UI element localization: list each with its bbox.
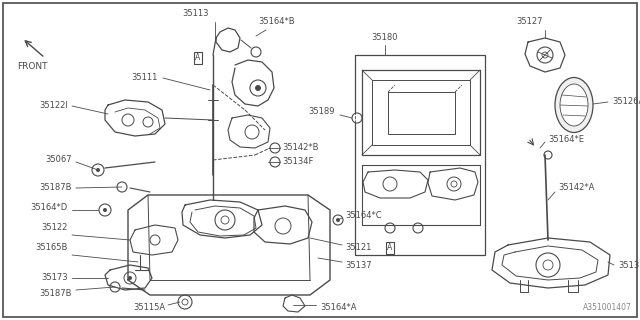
Text: 35164*C: 35164*C xyxy=(345,211,381,220)
Text: 35187B: 35187B xyxy=(40,290,72,299)
Text: A: A xyxy=(387,244,392,252)
Circle shape xyxy=(544,151,552,159)
Text: 35127: 35127 xyxy=(516,18,543,27)
Circle shape xyxy=(99,204,111,216)
Text: FRONT: FRONT xyxy=(17,62,47,71)
Text: 35111: 35111 xyxy=(132,74,158,83)
Circle shape xyxy=(383,177,397,191)
Circle shape xyxy=(255,85,261,91)
Circle shape xyxy=(124,272,136,284)
Circle shape xyxy=(385,223,395,233)
Circle shape xyxy=(178,295,192,309)
Circle shape xyxy=(182,299,188,305)
Text: 35122: 35122 xyxy=(42,223,68,233)
Circle shape xyxy=(128,276,132,280)
Text: 35121: 35121 xyxy=(345,244,371,252)
Circle shape xyxy=(103,208,107,212)
Circle shape xyxy=(143,117,153,127)
Circle shape xyxy=(275,218,291,234)
Text: 35115A: 35115A xyxy=(133,303,165,313)
Text: 35134F: 35134F xyxy=(282,157,314,166)
Circle shape xyxy=(542,52,548,58)
Text: 35133: 35133 xyxy=(618,260,640,269)
Circle shape xyxy=(270,143,280,153)
Text: 35164*D: 35164*D xyxy=(31,204,68,212)
Circle shape xyxy=(250,80,266,96)
Circle shape xyxy=(413,223,423,233)
Ellipse shape xyxy=(555,77,593,132)
Text: 35173: 35173 xyxy=(42,274,68,283)
Circle shape xyxy=(92,164,104,176)
Text: 35189: 35189 xyxy=(308,108,335,116)
Ellipse shape xyxy=(560,84,588,126)
Circle shape xyxy=(117,182,127,192)
Circle shape xyxy=(536,253,560,277)
Circle shape xyxy=(245,125,259,139)
Text: A351001407: A351001407 xyxy=(583,303,632,312)
Text: 35142*B: 35142*B xyxy=(282,143,319,153)
Text: A: A xyxy=(195,53,200,62)
Text: 35180: 35180 xyxy=(372,34,398,43)
Text: 35165B: 35165B xyxy=(36,244,68,252)
Circle shape xyxy=(251,47,261,57)
Circle shape xyxy=(451,181,457,187)
Text: 35113: 35113 xyxy=(183,10,209,19)
Text: 35164*A: 35164*A xyxy=(320,303,356,313)
Circle shape xyxy=(543,260,553,270)
Circle shape xyxy=(221,216,229,224)
Text: 35187B: 35187B xyxy=(40,183,72,193)
Circle shape xyxy=(150,235,160,245)
Text: 35142*A: 35142*A xyxy=(558,183,595,193)
Text: 35126A: 35126A xyxy=(612,98,640,107)
Circle shape xyxy=(537,47,553,63)
Text: 35137: 35137 xyxy=(345,260,372,269)
Circle shape xyxy=(336,218,340,222)
Circle shape xyxy=(447,177,461,191)
Circle shape xyxy=(122,114,134,126)
Circle shape xyxy=(215,210,235,230)
Text: 35122I: 35122I xyxy=(39,100,68,109)
Text: 35067: 35067 xyxy=(45,156,72,164)
Bar xyxy=(355,55,485,255)
Text: 35164*B: 35164*B xyxy=(258,18,294,27)
Circle shape xyxy=(352,113,362,123)
Circle shape xyxy=(333,215,343,225)
Text: 35164*E: 35164*E xyxy=(548,135,584,145)
Circle shape xyxy=(270,157,280,167)
Circle shape xyxy=(96,168,100,172)
Circle shape xyxy=(110,282,120,292)
